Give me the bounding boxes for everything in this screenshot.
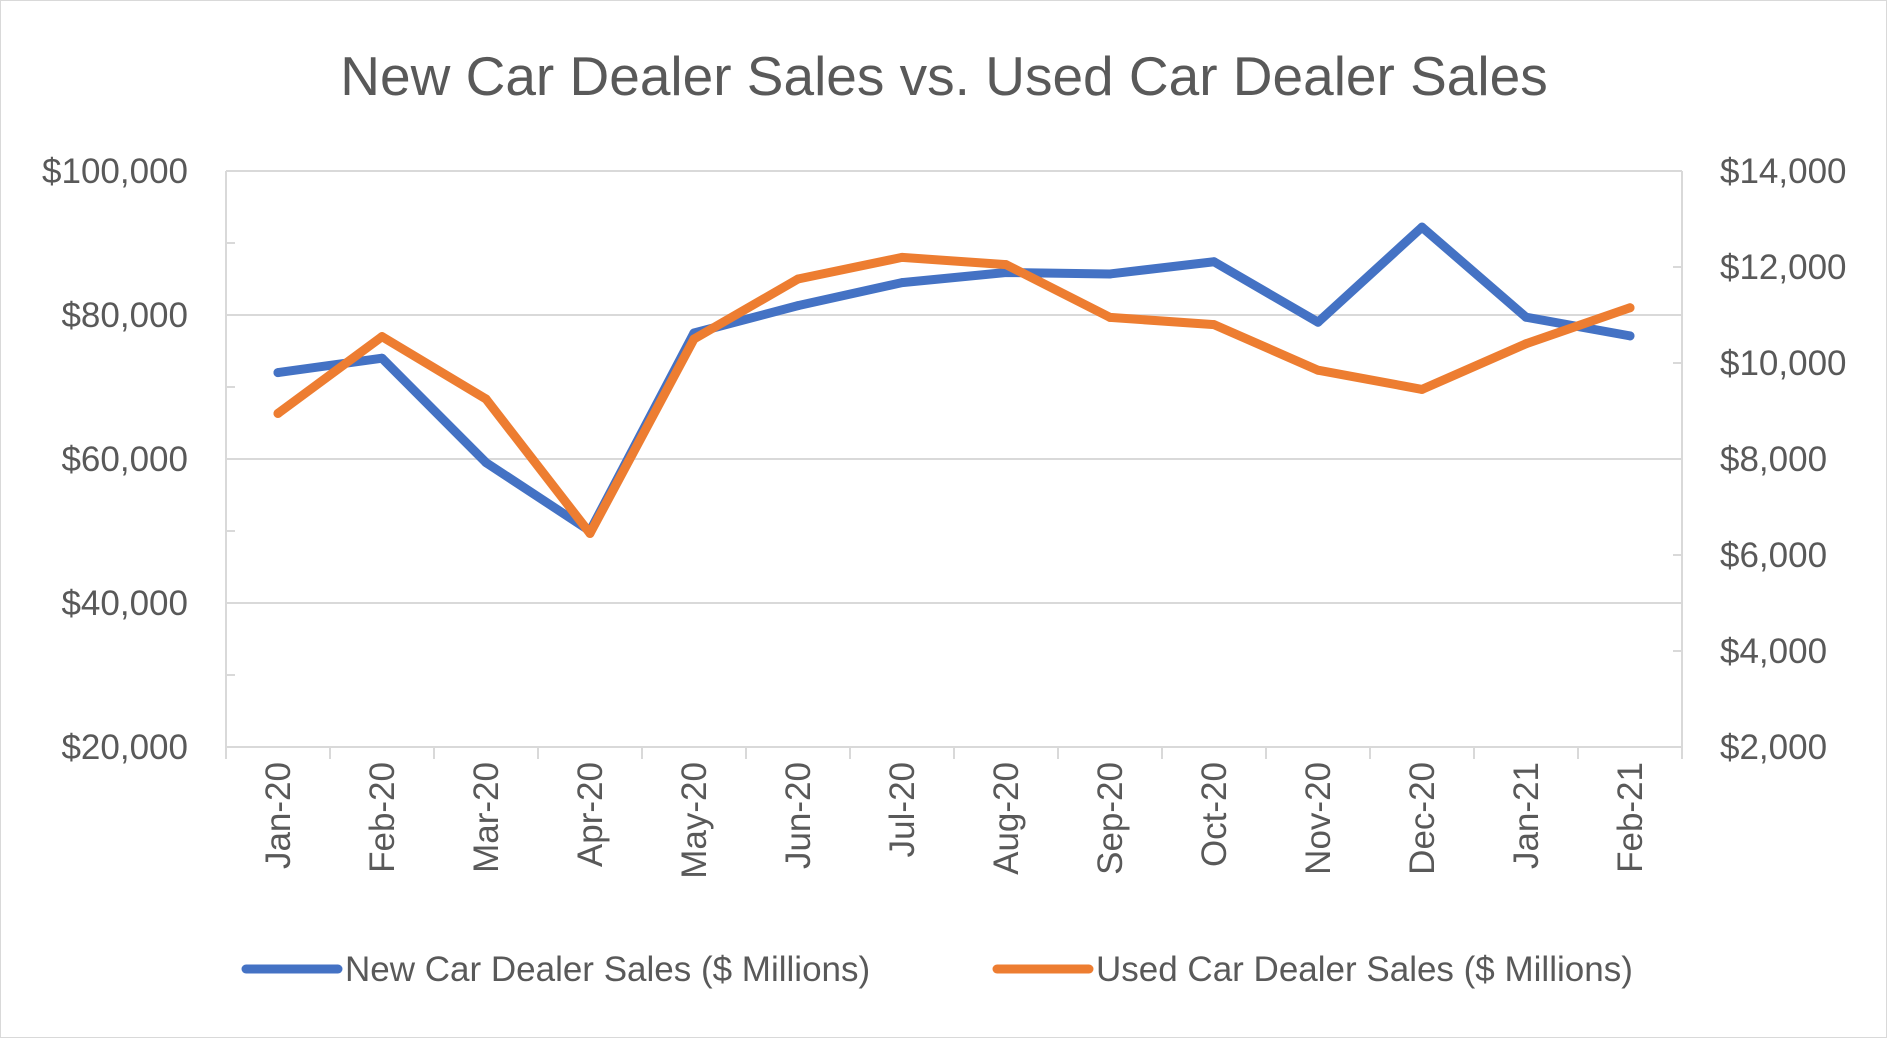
series-layer (273, 222, 1635, 538)
gridlines (226, 170, 1682, 604)
legend: New Car Dealer Sales ($ Millions) Used Ca… (241, 950, 1633, 989)
x-tick-label: Jun-20 (779, 762, 818, 869)
x-tick-label: Jan-21 (1507, 762, 1546, 869)
data-point (1313, 365, 1323, 375)
data-point (1105, 312, 1115, 322)
data-point (481, 394, 491, 404)
data-point (1417, 384, 1427, 394)
data-point (377, 332, 387, 342)
data-point (1417, 222, 1427, 232)
series-0 (273, 222, 1635, 536)
x-tick-label: Nov-20 (1299, 762, 1338, 875)
data-point (793, 301, 803, 311)
y-left-tick-label: $80,000 (61, 296, 188, 335)
y-right-tick-label: $4,000 (1720, 632, 1827, 671)
legend-label: New Car Dealer Sales ($ Millions) (345, 950, 870, 989)
data-point (1209, 320, 1219, 330)
data-point (793, 274, 803, 284)
data-point (481, 458, 491, 468)
data-point (1209, 257, 1219, 267)
y-left-tick-label: $100,000 (42, 152, 188, 191)
series-1 (273, 252, 1635, 538)
x-tick-label: Apr-20 (571, 762, 610, 867)
x-tick-label: Jan-20 (259, 762, 298, 869)
series-line (273, 252, 1635, 538)
x-tick-label: May-20 (675, 762, 714, 879)
x-tick-label: Dec-20 (1403, 762, 1442, 875)
data-point (1521, 339, 1531, 349)
data-point (897, 252, 907, 262)
x-tick-label: Mar-20 (467, 762, 506, 873)
x-tick-label: Jul-20 (883, 762, 922, 857)
data-point (1625, 303, 1635, 313)
x-tick-label: Oct-20 (1195, 762, 1234, 867)
x-tick-label: Feb-21 (1611, 762, 1650, 873)
axes: $20,000 $40,000 $60,000 $80,000 $100,000 $2,0… (42, 152, 1847, 879)
data-point (689, 334, 699, 344)
y-right-tick-label: $2,000 (1720, 728, 1827, 767)
chart-title: New Car Dealer Sales vs. Used Car Dealer… (340, 45, 1547, 107)
x-tick-label: Feb-20 (363, 762, 402, 873)
data-point (1313, 317, 1323, 327)
y-left-tick-label: $60,000 (61, 440, 188, 479)
data-point (273, 408, 283, 418)
y-left-tick-label: $20,000 (61, 728, 188, 767)
y-right-tick-label: $8,000 (1720, 440, 1827, 479)
y-left-tick-label: $40,000 (61, 584, 188, 623)
data-point (1625, 331, 1635, 341)
data-point (1521, 312, 1531, 322)
data-point (897, 278, 907, 288)
y-right-tick-label: $10,000 (1720, 344, 1847, 383)
data-point (1001, 260, 1011, 270)
y-right-tick-label: $12,000 (1720, 248, 1847, 287)
series-line (273, 222, 1635, 536)
data-point (1105, 269, 1115, 279)
x-tick-label: Sep-20 (1091, 762, 1130, 875)
y-right-tick-label: $6,000 (1720, 536, 1827, 575)
legend-label: Used Car Dealer Sales ($ Millions) (1096, 950, 1633, 989)
data-point (273, 368, 283, 378)
data-point (585, 528, 595, 538)
x-tick-label: Aug-20 (987, 762, 1026, 875)
y-right-tick-label: $14,000 (1720, 152, 1847, 191)
data-point (377, 353, 387, 363)
